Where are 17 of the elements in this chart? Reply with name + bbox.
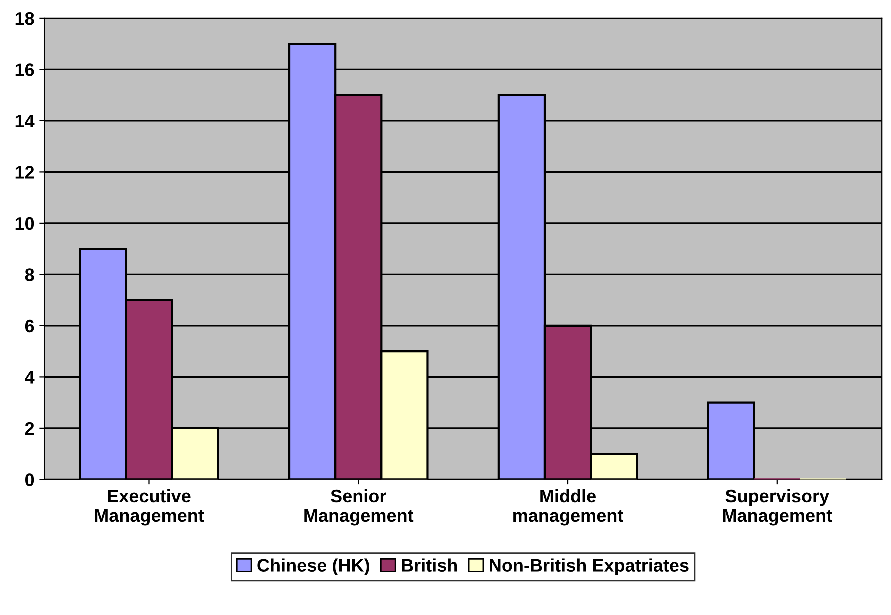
- y-tick-label: 10: [16, 217, 34, 230]
- y-tick-label: 18: [16, 12, 34, 26]
- legend-label: Non-British Expatriates: [490, 558, 689, 576]
- y-tick-label: 2: [25, 422, 34, 435]
- x-tick-label: Senior Management: [304, 489, 414, 526]
- y-tick-label: 4: [25, 371, 35, 384]
- y-tick-label: 8: [25, 268, 34, 282]
- y-tick-label: 14: [16, 115, 35, 128]
- legend-label: British: [402, 558, 458, 572]
- y-tick-label: 12: [16, 166, 34, 179]
- y-tick-label: 16: [16, 64, 34, 76]
- x-tick-label: Middle management: [514, 489, 624, 526]
- y-tick-label: 0: [26, 474, 34, 486]
- y-tick-label: 6: [25, 320, 34, 333]
- legend-label: Chinese (HK): [258, 558, 370, 576]
- x-tick-label: Executive Management: [95, 489, 204, 526]
- x-tick-label: Supervisory Management: [723, 489, 832, 526]
